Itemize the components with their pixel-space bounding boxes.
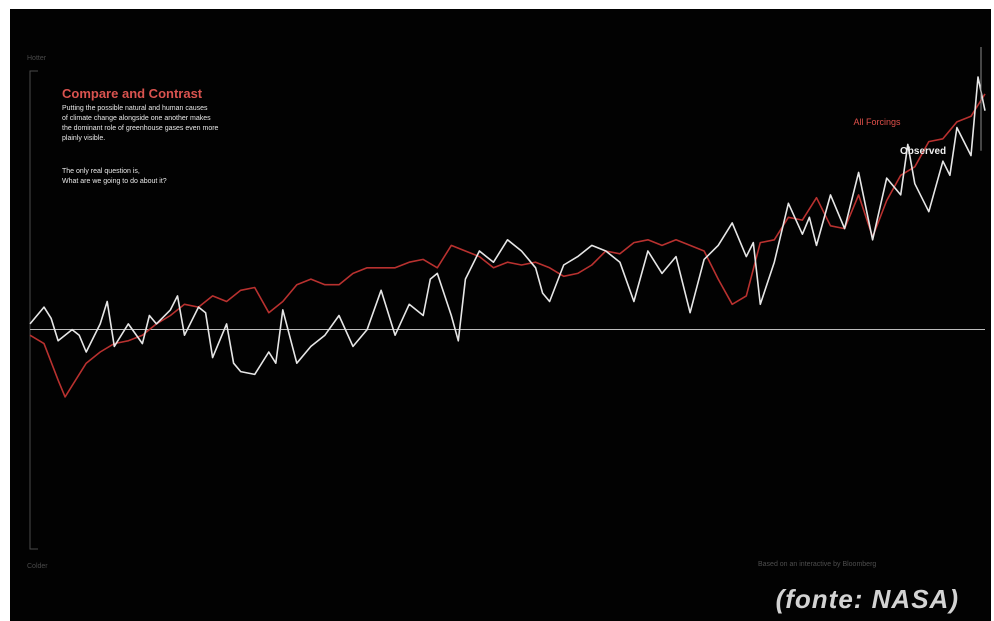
- credit-text: Based on an interactive by Bloomberg: [758, 561, 877, 568]
- series-lines: [29, 47, 986, 398]
- chart-title: Compare and Contrast: [62, 86, 203, 101]
- question-paragraph: The only real question is, What are we g…: [62, 168, 167, 185]
- axis-bracket-line: [29, 70, 38, 550]
- axis-label-colder: Colder: [27, 563, 48, 570]
- source-caption: (fonte: NASA): [775, 584, 959, 614]
- observed-line: [29, 76, 986, 376]
- axis-bracket: [29, 70, 38, 550]
- series-label-forcings: All Forcings: [853, 117, 901, 127]
- description-paragraph: Putting the possible natural and human c…: [62, 105, 219, 142]
- chart-svg: [29, 47, 986, 550]
- chart-frame: Hotter Colder Compare and Contrast Putti…: [10, 9, 991, 621]
- all-forcings-line: [29, 93, 986, 398]
- series-label-observed: Observed: [900, 146, 947, 157]
- axis-label-hotter: Hotter: [27, 55, 47, 62]
